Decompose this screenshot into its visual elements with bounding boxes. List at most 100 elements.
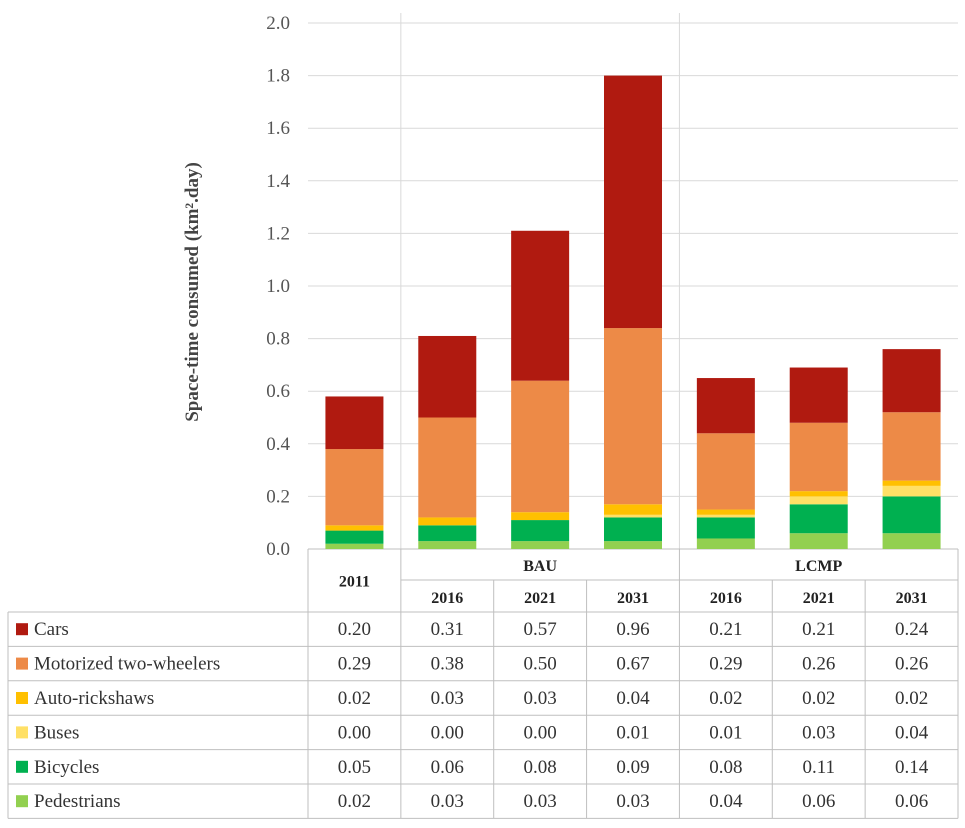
table-cell: 0.06 xyxy=(431,757,464,778)
bar-segment-buses xyxy=(882,485,941,497)
bar-segment-pedestrians xyxy=(511,541,570,549)
table-cell: 0.03 xyxy=(524,791,557,812)
legend-swatch xyxy=(16,726,28,739)
bar-segment-bicycles xyxy=(418,525,477,542)
bar-segment-buses xyxy=(604,514,662,518)
bar-segment-motorized-two-wheelers xyxy=(418,417,477,518)
bar-segment-motorized-two-wheelers xyxy=(696,433,755,510)
table-cell: 0.02 xyxy=(895,688,928,709)
legend-label: Buses xyxy=(34,722,79,743)
table-cell: 0.02 xyxy=(338,791,371,812)
bar-segment-motorized-two-wheelers xyxy=(325,449,384,526)
table-cell: 0.14 xyxy=(895,757,929,778)
bar-segment-pedestrians xyxy=(418,541,477,549)
table-cell: 0.04 xyxy=(709,791,743,812)
table-cell: 0.02 xyxy=(802,688,835,709)
legend-swatch xyxy=(16,623,28,636)
table-cell: 0.03 xyxy=(616,791,649,812)
table-cell: 0.57 xyxy=(524,619,557,640)
table-cell: 0.00 xyxy=(431,722,464,743)
bar-segment-auto-rickshaws xyxy=(882,480,941,486)
bar-segment-pedestrians xyxy=(325,543,384,549)
y-tick-label: 0.2 xyxy=(266,486,290,507)
table-cell: 0.06 xyxy=(895,791,928,812)
bar-segment-auto-rickshaws xyxy=(789,491,848,497)
table-cell: 0.21 xyxy=(802,619,835,640)
table-cell: 0.09 xyxy=(616,757,649,778)
category-label: 2021 xyxy=(524,590,556,607)
bar-segment-pedestrians xyxy=(882,533,941,549)
bar-segment-pedestrians xyxy=(604,541,662,549)
bar-segment-auto-rickshaws xyxy=(604,504,662,515)
category-label: 2031 xyxy=(617,590,649,607)
table-cell: 0.50 xyxy=(524,654,557,675)
legend-label: Pedestrians xyxy=(34,791,121,812)
bar-segment-cars xyxy=(604,75,662,329)
bar-segment-motorized-two-wheelers xyxy=(511,380,570,513)
legend-label: Bicycles xyxy=(34,757,99,778)
bar-segment-buses xyxy=(696,514,755,518)
table-cell: 0.04 xyxy=(616,688,650,709)
bar-segment-auto-rickshaws xyxy=(511,512,570,521)
bar-segment-pedestrians xyxy=(696,538,755,549)
bar-segment-motorized-two-wheelers xyxy=(882,412,941,481)
bar-segment-bicycles xyxy=(789,504,848,534)
table-cell: 0.00 xyxy=(338,722,371,743)
table-cell: 0.31 xyxy=(431,619,464,640)
y-tick-label: 1.4 xyxy=(266,171,290,192)
table-cell: 0.67 xyxy=(616,654,649,675)
bar-segment-cars xyxy=(696,378,755,434)
table-cell: 0.20 xyxy=(338,619,371,640)
bars xyxy=(325,75,941,549)
legend-swatch xyxy=(16,795,28,808)
bar-segment-cars xyxy=(325,396,384,450)
bar-segment-bicycles xyxy=(882,496,941,534)
bar-segment-pedestrians xyxy=(789,533,848,549)
bar-segment-auto-rickshaws xyxy=(696,509,755,515)
bar-segment-cars xyxy=(882,349,941,413)
table-cell: 0.96 xyxy=(616,619,649,640)
bar-segment-auto-rickshaws xyxy=(325,525,384,531)
table-cell: 0.03 xyxy=(431,791,464,812)
legend-swatch xyxy=(16,692,28,704)
table-cell: 0.03 xyxy=(524,688,557,709)
table-cell: 0.02 xyxy=(709,688,742,709)
bar-segment-bicycles xyxy=(696,517,755,539)
table-cell: 0.08 xyxy=(709,757,742,778)
legend-label: Cars xyxy=(34,619,69,640)
y-tick-label: 0.6 xyxy=(266,381,290,402)
bar-segment-motorized-two-wheelers xyxy=(789,422,848,492)
table-cell: 0.38 xyxy=(431,654,464,675)
table-cell: 0.03 xyxy=(431,688,464,709)
table-cell: 0.03 xyxy=(802,722,835,743)
table-cell: 0.21 xyxy=(709,619,742,640)
y-tick-label: 1.6 xyxy=(266,118,290,139)
category-label: 2011 xyxy=(339,574,370,591)
y-axis: 0.0 0.2 0.4 0.6 0.8 1.0 1.2 1.4 1.6 1.8 2.0 xyxy=(266,13,290,560)
table-cell: 0.06 xyxy=(802,791,835,812)
table-cell: 0.29 xyxy=(709,654,742,675)
bar-segment-bicycles xyxy=(604,517,662,542)
bar-segment-cars xyxy=(418,335,477,418)
y-axis-label: Space-time consumed (km².day) xyxy=(182,162,203,422)
y-tick-label: 0.8 xyxy=(266,329,290,350)
data-table: 2011 BAU 2016 2021 2031 LCMP 2016 2021 2031 Cars 0… xyxy=(7,549,959,819)
y-tick-label: 2.0 xyxy=(266,13,290,34)
table-cell: 0.26 xyxy=(895,654,928,675)
bar-segment-buses xyxy=(789,496,848,505)
table-cell: 0.29 xyxy=(338,654,371,675)
table-cell: 0.04 xyxy=(895,722,929,743)
y-tick-label: 1.8 xyxy=(266,66,290,87)
group-label: LCMP xyxy=(795,558,842,575)
legend-swatch xyxy=(16,657,28,670)
table-cell: 0.01 xyxy=(709,722,742,743)
bar-segment-bicycles xyxy=(511,520,570,542)
bar-segment-cars xyxy=(789,367,848,423)
category-label: 2016 xyxy=(431,590,463,607)
table-cell: 0.08 xyxy=(524,757,557,778)
bar-segment-cars xyxy=(511,230,570,381)
legend-label: Auto-rickshaws xyxy=(34,688,154,709)
y-tick-label: 0.4 xyxy=(266,434,290,455)
category-label: 2031 xyxy=(896,590,928,607)
